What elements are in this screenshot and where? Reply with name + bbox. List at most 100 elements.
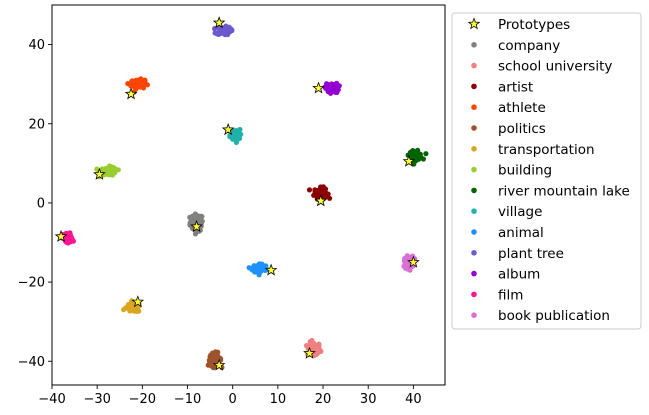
data-point	[407, 149, 414, 155]
legend-label: school university	[498, 59, 612, 75]
series-film	[59, 230, 76, 246]
series-river-mountain-lake	[405, 147, 429, 167]
data-point	[254, 268, 260, 274]
x-tick-label: 0	[229, 392, 237, 407]
data-point	[324, 191, 330, 197]
x-tick-label: −30	[83, 392, 110, 407]
x-tick-label: 10	[270, 392, 287, 407]
prototype-star	[407, 255, 420, 268]
plot-frame	[51, 4, 446, 386]
data-point	[322, 84, 328, 90]
series-village	[227, 126, 244, 145]
x-tick-label: −10	[174, 392, 201, 407]
data-point	[138, 80, 144, 86]
prototype-star	[221, 123, 235, 136]
data-point	[328, 90, 334, 96]
data-point	[334, 80, 340, 86]
legend-label: village	[498, 204, 542, 220]
prototype-star	[264, 263, 278, 276]
data-point	[411, 161, 417, 167]
series-athlete	[125, 76, 150, 95]
legend-marker	[471, 229, 477, 235]
prototype-star	[303, 346, 316, 359]
legend-label: company	[498, 38, 560, 54]
y-tick-label: −40	[18, 355, 45, 370]
prototype-star	[190, 220, 203, 233]
data-point	[115, 167, 121, 173]
series-artist	[306, 184, 333, 202]
data-point	[423, 151, 429, 157]
y-tick-label: −20	[18, 276, 45, 291]
legend-label: film	[498, 287, 523, 303]
data-point	[255, 263, 261, 269]
legend-marker	[471, 42, 477, 48]
legend: Prototypes company school university artist…	[451, 12, 642, 330]
data-point	[332, 86, 339, 92]
data-point	[310, 343, 316, 349]
data-point	[125, 304, 131, 310]
x-tick-label: 30	[360, 392, 377, 407]
data-point	[105, 167, 111, 173]
legend-label: transportation	[498, 142, 595, 158]
legend-marker	[471, 83, 477, 90]
data-point	[129, 78, 135, 84]
prototype-star	[131, 295, 145, 308]
legend-marker	[471, 125, 477, 131]
prototype-layer	[54, 16, 420, 371]
data-point	[402, 265, 408, 271]
x-tick-label: −40	[38, 392, 65, 407]
prototype-star	[314, 194, 328, 207]
legend-label: artist	[498, 79, 533, 95]
legend-marker	[471, 104, 477, 110]
legend-label: politics	[498, 121, 546, 137]
data-point	[216, 356, 222, 362]
legend-marker	[471, 270, 477, 277]
data-point	[207, 354, 213, 360]
data-point	[136, 308, 142, 314]
prototype-star	[402, 154, 416, 167]
legend-label: Prototypes	[498, 17, 570, 33]
prototype-star	[312, 81, 325, 94]
y-tick-label: 20	[28, 117, 45, 132]
prototype-star	[54, 229, 68, 242]
x-tick-label: 20	[315, 392, 332, 407]
legend-marker	[471, 146, 477, 152]
data-point	[199, 218, 205, 224]
legend-marker	[471, 312, 477, 319]
legend-marker	[471, 208, 477, 214]
series-plant-tree	[212, 23, 235, 38]
x-tick-label: −20	[129, 392, 156, 407]
legend-marker	[471, 187, 477, 194]
legend-label: building	[498, 163, 552, 179]
data-point	[306, 187, 313, 193]
data-point	[249, 267, 255, 273]
series-album	[322, 80, 342, 96]
data-point	[191, 216, 197, 222]
data-point	[111, 165, 117, 171]
data-point	[194, 213, 200, 219]
prototype-star	[93, 167, 106, 180]
series-politics	[205, 349, 225, 371]
data-point	[318, 184, 324, 190]
prototype-star	[124, 87, 138, 100]
data-point	[233, 135, 239, 141]
legend-frame	[451, 12, 642, 330]
data-point	[229, 27, 235, 33]
data-point	[121, 307, 127, 313]
legend-marker	[471, 250, 477, 256]
prototype-star	[212, 358, 226, 371]
legend-marker	[471, 291, 477, 298]
legend-label: river mountain lake	[498, 183, 630, 199]
data-point	[221, 28, 227, 34]
legend-label: album	[498, 267, 540, 283]
axis-ticks: −40 −30 −20 −10 0 10 20 30 40 −40 −20 0 20 40	[18, 38, 422, 407]
data-point	[135, 84, 141, 90]
prototype-star	[212, 16, 226, 29]
y-tick-label: 40	[28, 38, 45, 53]
x-tick-label: 40	[405, 392, 422, 407]
legend-label: athlete	[498, 100, 546, 116]
data-point	[315, 190, 321, 196]
legend-marker	[471, 62, 477, 69]
data-point	[260, 263, 266, 269]
data-point	[327, 195, 333, 201]
